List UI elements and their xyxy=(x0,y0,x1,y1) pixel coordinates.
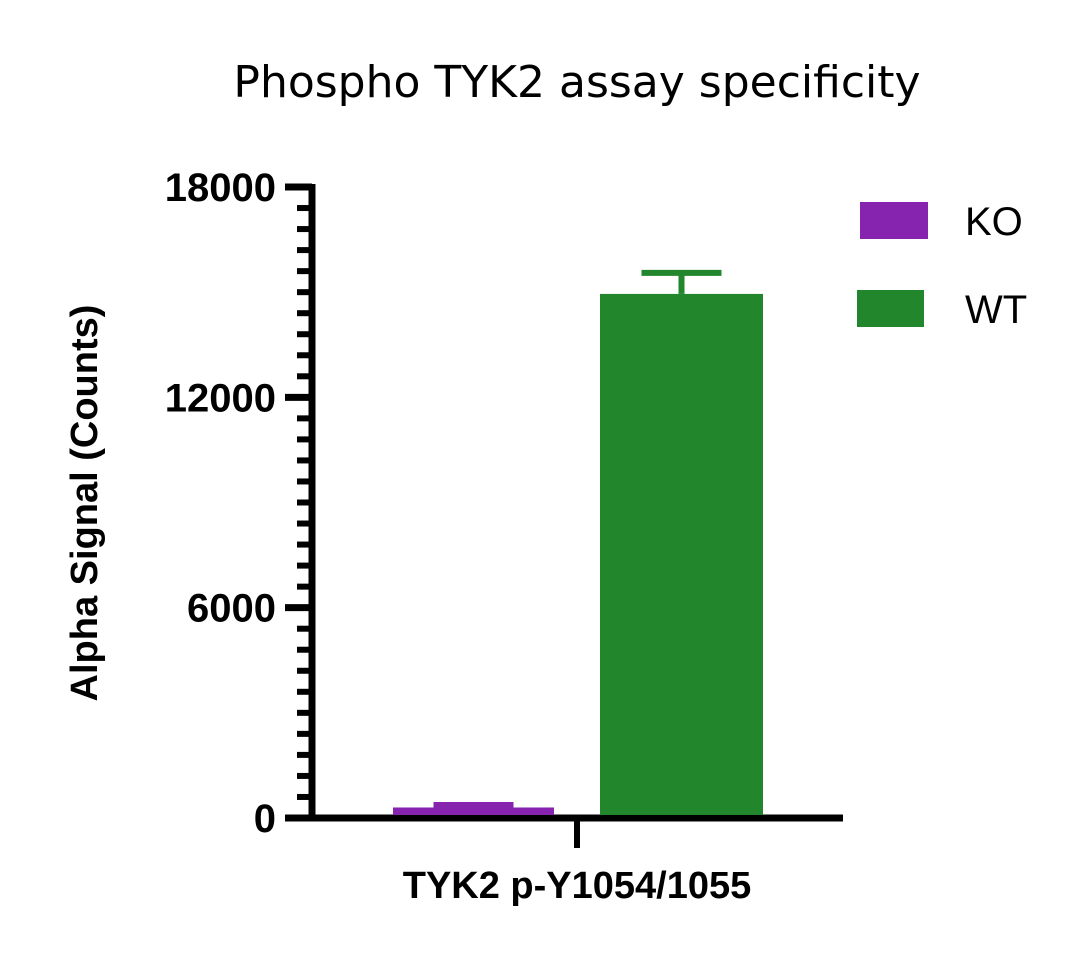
legend-label-wt: WT xyxy=(965,288,1027,332)
y-axis: 0 6000 12000 18000 xyxy=(165,166,316,841)
x-axis xyxy=(285,814,843,848)
x-axis-label: TYK2 p-Y1054/1055 xyxy=(403,865,752,907)
chart-title: Phospho TYK2 assay specificity xyxy=(233,57,920,108)
legend-label-ko: KO xyxy=(965,200,1023,244)
y-tick-label: 6000 xyxy=(187,587,276,631)
y-axis-label: Alpha Signal (Counts) xyxy=(64,305,106,702)
bars xyxy=(393,269,763,815)
bar-ko xyxy=(393,807,554,815)
bar-wt xyxy=(600,293,763,815)
legend-swatch-ko xyxy=(860,202,928,239)
legend: KO WT xyxy=(857,200,1027,332)
y-tick-label: 12000 xyxy=(165,376,276,420)
y-tick-label: 18000 xyxy=(165,166,276,210)
y-tick-label: 0 xyxy=(254,797,276,841)
legend-swatch-wt xyxy=(857,290,924,327)
